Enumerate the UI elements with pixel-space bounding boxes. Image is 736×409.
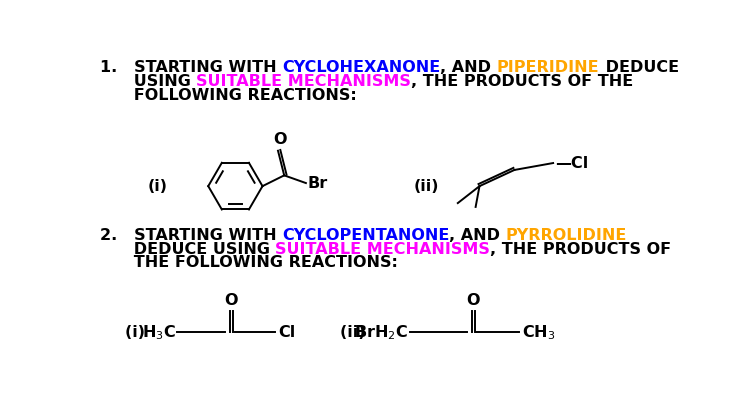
Text: DEDUCE: DEDUCE [600,60,679,75]
Text: PYRROLIDINE: PYRROLIDINE [506,228,627,243]
Text: USING: USING [100,74,197,89]
Text: (i): (i) [124,325,156,340]
Text: , THE PRODUCTS OF: , THE PRODUCTS OF [490,242,671,256]
Text: CYCLOPENTANONE: CYCLOPENTANONE [282,228,450,243]
Text: DEDUCE USING: DEDUCE USING [100,242,275,256]
Text: —Cl: —Cl [555,155,588,171]
Text: , AND: , AND [440,60,497,75]
Text: FOLLOWING REACTIONS:: FOLLOWING REACTIONS: [100,88,356,103]
Text: 2.   STARTING WITH: 2. STARTING WITH [100,228,282,243]
Text: O: O [467,293,480,308]
Text: CYCLOHEXANONE: CYCLOHEXANONE [282,60,440,75]
Text: O: O [273,132,286,147]
Text: (ii): (ii) [414,179,439,193]
Text: THE FOLLOWING REACTIONS:: THE FOLLOWING REACTIONS: [100,256,397,270]
Text: O: O [224,293,238,308]
Text: PIPERIDINE: PIPERIDINE [497,60,600,75]
Text: H$_3$C: H$_3$C [142,323,176,342]
Text: SUITABLE MECHANISMS: SUITABLE MECHANISMS [275,242,490,256]
Text: Br: Br [308,175,328,191]
Text: SUITABLE MECHANISMS: SUITABLE MECHANISMS [197,74,411,89]
Text: (ii): (ii) [340,325,371,340]
Text: Cl: Cl [278,325,295,340]
Text: CH$_3$: CH$_3$ [522,323,556,342]
Text: (i): (i) [148,179,168,193]
Text: 1.   STARTING WITH: 1. STARTING WITH [100,60,282,75]
Text: , THE PRODUCTS OF THE: , THE PRODUCTS OF THE [411,74,634,89]
Text: , AND: , AND [450,228,506,243]
Text: BrH$_2$C: BrH$_2$C [354,323,408,342]
